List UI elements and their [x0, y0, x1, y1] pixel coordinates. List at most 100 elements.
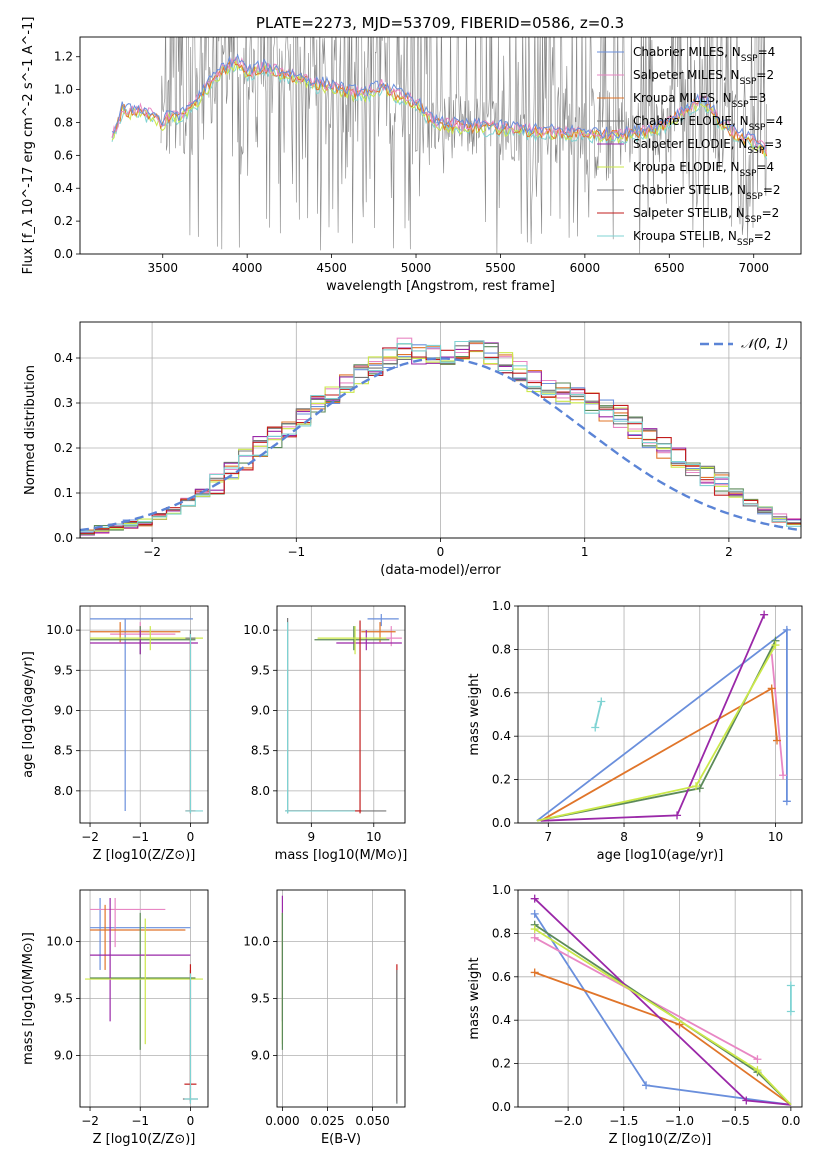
- y-tick-label: 9.5: [251, 992, 270, 1006]
- plot-area: [536, 610, 791, 822]
- x-tick-label: 2: [725, 545, 733, 559]
- x-tick-label: 10: [366, 830, 381, 844]
- axes: 0.000 0.025 0.050 9.0 9.5 10.0 E(B-V): [243, 889, 406, 1147]
- plot-area: [281, 895, 398, 1104]
- x-tick-label: 6000: [570, 261, 601, 275]
- y-tick-label: 0.2: [54, 441, 73, 455]
- plus-marker: [675, 1020, 684, 1029]
- plus-marker: [773, 736, 782, 745]
- x-axis-label: wavelength [Angstrom, rest frame]: [326, 279, 555, 294]
- y-tick-label: 0.0: [492, 1100, 511, 1114]
- y-axis-label: Normed distribution: [23, 365, 38, 495]
- plus-marker: [786, 1007, 795, 1016]
- y-tick-label: 10.0: [46, 934, 73, 948]
- axes: −2 −1 0 8.0 8.5 9.0 9.5 10.0 Z [log10(Z/Z⊙)] age …: [21, 605, 209, 863]
- axes: −2.0 −1.5 −1.0 −0.5 0.0 0.0 0.2 0.4 0.6 0.8 1.0 Z […: [467, 883, 803, 1147]
- x-tick-label: 0.0: [781, 1114, 800, 1128]
- plus-marker: [530, 933, 539, 942]
- weight-vs-metallicity-panel: −2.0 −1.5 −1.0 −0.5 0.0 0.0 0.2 0.4 0.6 0.8 1.0 Z […: [467, 883, 803, 1147]
- weight-vs-age-panel: 7 8 9 10 0.0 0.2 0.4 0.6 0.8 1.0 age [log10(age/yr…: [467, 599, 803, 863]
- x-tick-label: 10: [768, 830, 783, 844]
- x-tick-label: −0.5: [721, 1114, 750, 1128]
- plus-marker: [530, 909, 539, 918]
- plus-marker: [530, 894, 539, 903]
- axes: −2 −1 0 9.0 9.5 10.0 Z [log10(Z/Z⊙)] mass [log1…: [21, 889, 209, 1147]
- plot-area: [80, 337, 801, 538]
- y-tick-label: 0.6: [492, 686, 511, 700]
- y-tick-label: 0.4: [492, 1013, 511, 1027]
- legend-entry: 𝒩(0, 1): [741, 337, 788, 352]
- y-tick-label: 9.5: [54, 663, 73, 677]
- y-tick-label: 0.6: [492, 970, 511, 984]
- weight-line-salpeter-elodie: [534, 898, 791, 1106]
- x-tick-label: −1: [131, 830, 149, 844]
- x-tick-label: 5500: [485, 261, 516, 275]
- plot-area: [90, 618, 203, 814]
- model-line-chabrier-miles: [111, 53, 768, 151]
- axes-frame: [79, 36, 802, 255]
- y-tick-label: 1.0: [54, 83, 73, 97]
- weight-line-kroupa-stelib: [594, 701, 603, 728]
- x-tick-label: −1.0: [665, 1114, 694, 1128]
- grid: [518, 605, 802, 824]
- x-tick-label: 9: [308, 830, 316, 844]
- normal-curve: [80, 357, 799, 532]
- x-tick-label: 9: [696, 830, 704, 844]
- x-tick-label: 6500: [654, 261, 685, 275]
- x-tick-label: 0.000: [265, 1114, 299, 1128]
- plus-marker: [782, 625, 791, 634]
- y-tick-label: 9.0: [54, 703, 73, 717]
- y-tick-label: 0.2: [492, 773, 511, 787]
- y-tick-label: 0.0: [492, 816, 511, 830]
- plus-marker: [779, 771, 788, 780]
- plus-marker: [591, 723, 600, 732]
- y-tick-label: 8.5: [54, 744, 73, 758]
- y-axis-label: age [log10(age/yr)]: [21, 651, 36, 778]
- x-axis-label: Z [log10(Z/Z⊙)]: [93, 1132, 196, 1147]
- y-tick-label: 0.8: [492, 926, 511, 940]
- y-tick-label: 0.3: [54, 396, 73, 410]
- y-tick-label: 0.4: [54, 181, 73, 195]
- y-tick-label: 10.0: [243, 934, 270, 948]
- y-tick-label: 0.2: [492, 1057, 511, 1071]
- age-vs-metallicity-panel: −2 −1 0 8.0 8.5 9.0 9.5 10.0 Z [log10(Z/Z⊙)] age …: [21, 605, 209, 863]
- x-tick-label: 4500: [316, 261, 347, 275]
- x-tick-label: 7000: [738, 261, 769, 275]
- x-tick-label: 5000: [401, 261, 432, 275]
- y-tick-label: 0.8: [492, 642, 511, 656]
- plot-area: [530, 894, 795, 1106]
- x-axis-label: Z [log10(Z/Z⊙)]: [609, 1132, 712, 1147]
- y-tick-label: 9.5: [251, 663, 270, 677]
- legend-entry: Chabrier STELIB, NSSP=2: [633, 183, 781, 202]
- y-tick-label: 1.0: [492, 599, 511, 613]
- mass-vs-ebv-panel: 0.000 0.025 0.050 9.0 9.5 10.0 E(B-V): [243, 889, 406, 1147]
- x-tick-label: −2: [81, 830, 99, 844]
- y-tick-label: 0.8: [54, 115, 73, 129]
- x-axis-label: Z [log10(Z/Z⊙)]: [93, 848, 196, 863]
- plus-marker: [530, 925, 539, 934]
- spectrum-panel: 3500 4000 4500 5000 5500 6000 6500 7000 0.0 0.2 0.…: [21, 17, 802, 294]
- plot-area: [285, 614, 402, 814]
- weight-line-salpeter-elodie: [540, 614, 765, 822]
- grid: [277, 890, 405, 1107]
- x-tick-label: 0.025: [310, 1114, 344, 1128]
- legend-entry: Salpeter MILES, NSSP=2: [633, 68, 774, 87]
- legend: 𝒩(0, 1): [700, 337, 788, 352]
- age-vs-mass-panel: 9 10 8.0 8.5 9.0 9.5 10.0 mass [log10(M/M⊙)]: [243, 605, 407, 863]
- residuals-panel: −2 −1 0 1 2 0.0 0.1 0.2 0.3 0.4 (data-model)/error…: [23, 321, 802, 578]
- x-tick-label: 1: [581, 545, 589, 559]
- weight-line-chabrier-miles: [536, 628, 788, 822]
- x-tick-label: 8: [620, 830, 628, 844]
- plus-marker: [530, 968, 539, 977]
- y-tick-label: 0.4: [492, 729, 511, 743]
- y-tick-label: 9.0: [54, 1049, 73, 1063]
- legend-entry: Kroupa STELIB, NSSP=2: [633, 229, 771, 248]
- x-tick-label: 0.050: [355, 1114, 389, 1128]
- y-tick-label: 0.6: [54, 148, 73, 162]
- x-tick-label: 7: [544, 830, 552, 844]
- y-tick-label: 8.0: [251, 784, 270, 798]
- plus-marker: [753, 1066, 762, 1075]
- plus-marker: [786, 981, 795, 990]
- x-axis-label: E(B-V): [321, 1132, 361, 1147]
- plus-marker: [782, 797, 791, 806]
